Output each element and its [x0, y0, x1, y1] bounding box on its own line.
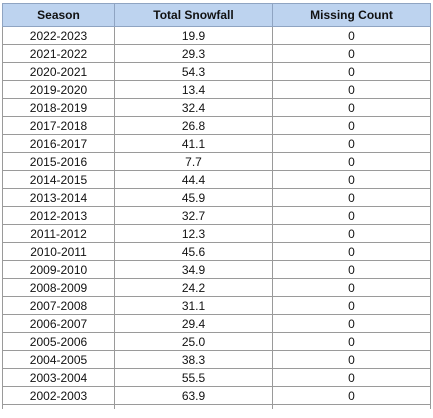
missing-count-cell: 0 — [272, 386, 431, 405]
table-row: 2005-2006 25.0 0 — [2, 332, 431, 351]
total-snowfall-cell: 44.4 — [114, 170, 273, 189]
season-cell: 2004-2005 — [2, 350, 115, 369]
total-snowfall-cell: 13.4 — [114, 80, 273, 99]
missing-count-cell: 0 — [272, 206, 431, 225]
missing-count-cell: 0 — [272, 224, 431, 243]
missing-count-cell — [272, 404, 431, 409]
table-row: 2012-2013 32.7 0 — [2, 206, 431, 225]
table-row: 2016-2017 41.1 0 — [2, 134, 431, 153]
missing-count-cell: 0 — [272, 98, 431, 117]
season-cell: 2017-2018 — [2, 116, 115, 135]
season-cell: 2007-2008 — [2, 296, 115, 315]
missing-count-cell: 0 — [272, 368, 431, 387]
season-header[interactable]: Season — [2, 3, 115, 27]
total-snowfall-cell: 7.7 — [114, 152, 273, 171]
total-snowfall-cell: 63.9 — [114, 386, 273, 405]
missing-count-cell: 0 — [272, 134, 431, 153]
season-cell: 2009-2010 — [2, 260, 115, 279]
missing-count-cell: 0 — [272, 350, 431, 369]
total-snowfall-cell: 41.1 — [114, 134, 273, 153]
season-cell: 2015-2016 — [2, 152, 115, 171]
total-snowfall-cell: 32.7 — [114, 206, 273, 225]
missing-count-cell: 0 — [272, 278, 431, 297]
missing-count-cell: 0 — [272, 296, 431, 315]
season-cell: 2022-2023 — [2, 26, 115, 45]
table-row: 2007-2008 31.1 0 — [2, 296, 431, 315]
season-cell: 2010-2011 — [2, 242, 115, 261]
total-snowfall-cell: 31.1 — [114, 296, 273, 315]
table-row: 2003-2004 55.5 0 — [2, 368, 431, 387]
table-row: 2002-2003 63.9 0 — [2, 386, 431, 405]
missing-count-cell: 0 — [272, 26, 431, 45]
table-row: 2013-2014 45.9 0 — [2, 188, 431, 207]
missing-count-cell: 0 — [272, 332, 431, 351]
missing-count-cell: 0 — [272, 44, 431, 63]
missing-count-cell: 0 — [272, 314, 431, 333]
season-cell: 2006-2007 — [2, 314, 115, 333]
missing-count-cell: 0 — [272, 242, 431, 261]
total-snowfall-cell: 45.6 — [114, 242, 273, 261]
total-snowfall-cell: 32.4 — [114, 98, 273, 117]
season-cell: 2018-2019 — [2, 98, 115, 117]
table-body: 2022-2023 19.9 0 2021-2022 29.3 0 2020-2… — [2, 26, 431, 409]
total-snowfall-cell: 12.3 — [114, 224, 273, 243]
table-row: 2008-2009 24.2 0 — [2, 278, 431, 297]
missing-count-cell: 0 — [272, 116, 431, 135]
total-snowfall-cell: 38.3 — [114, 350, 273, 369]
total-snowfall-cell: 19.9 — [114, 26, 273, 45]
table-row: 2020-2021 54.3 0 — [2, 62, 431, 81]
table-row: 2004-2005 38.3 0 — [2, 350, 431, 369]
missing-count-cell: 0 — [272, 80, 431, 99]
table-row: 2017-2018 26.8 0 — [2, 116, 431, 135]
table-row: 2014-2015 44.4 0 — [2, 170, 431, 189]
season-cell: 2016-2017 — [2, 134, 115, 153]
season-cell: 2012-2013 — [2, 206, 115, 225]
total-snowfall-cell: 24.2 — [114, 278, 273, 297]
season-cell: 2021-2022 — [2, 44, 115, 63]
table-row: 2022-2023 19.9 0 — [2, 26, 431, 45]
season-cell: 2014-2015 — [2, 170, 115, 189]
table-row: 2006-2007 29.4 0 — [2, 314, 431, 333]
table-row: 2011-2012 12.3 0 — [2, 224, 431, 243]
season-cell: 2008-2009 — [2, 278, 115, 297]
snowfall-table-container: Season Total Snowfall Missing Count 2022… — [2, 3, 431, 409]
total-snowfall-cell: 29.3 — [114, 44, 273, 63]
season-cell: 2019-2020 — [2, 80, 115, 99]
season-cell: 2005-2006 — [2, 332, 115, 351]
missing-count-cell: 0 — [272, 260, 431, 279]
total-snowfall-cell: 55.5 — [114, 368, 273, 387]
total-snowfall-cell — [114, 404, 273, 409]
missing-count-cell: 0 — [272, 152, 431, 171]
season-cell: 2011-2012 — [2, 224, 115, 243]
total-snowfall-header[interactable]: Total Snowfall — [114, 3, 273, 27]
table-row: 2018-2019 32.4 0 — [2, 98, 431, 117]
snowfall-table: Season Total Snowfall Missing Count 2022… — [2, 3, 431, 409]
total-snowfall-cell: 45.9 — [114, 188, 273, 207]
missing-count-header[interactable]: Missing Count — [272, 3, 431, 27]
season-cell: 2003-2004 — [2, 368, 115, 387]
season-cell: 2013-2014 — [2, 188, 115, 207]
missing-count-cell: 0 — [272, 62, 431, 81]
total-snowfall-cell: 29.4 — [114, 314, 273, 333]
total-snowfall-cell: 54.3 — [114, 62, 273, 81]
table-row: 2021-2022 29.3 0 — [2, 44, 431, 63]
table-row: 2010-2011 45.6 0 — [2, 242, 431, 261]
season-cell: 2002-2003 — [2, 386, 115, 405]
total-snowfall-cell: 34.9 — [114, 260, 273, 279]
table-row: 2019-2020 13.4 0 — [2, 80, 431, 99]
total-snowfall-cell: 26.8 — [114, 116, 273, 135]
table-row: 2009-2010 34.9 0 — [2, 260, 431, 279]
season-cell — [2, 404, 115, 409]
partial-table-row — [2, 404, 431, 409]
total-snowfall-cell: 25.0 — [114, 332, 273, 351]
table-row: 2015-2016 7.7 0 — [2, 152, 431, 171]
missing-count-cell: 0 — [272, 170, 431, 189]
season-cell: 2020-2021 — [2, 62, 115, 81]
header-row: Season Total Snowfall Missing Count — [2, 3, 431, 27]
missing-count-cell: 0 — [272, 188, 431, 207]
